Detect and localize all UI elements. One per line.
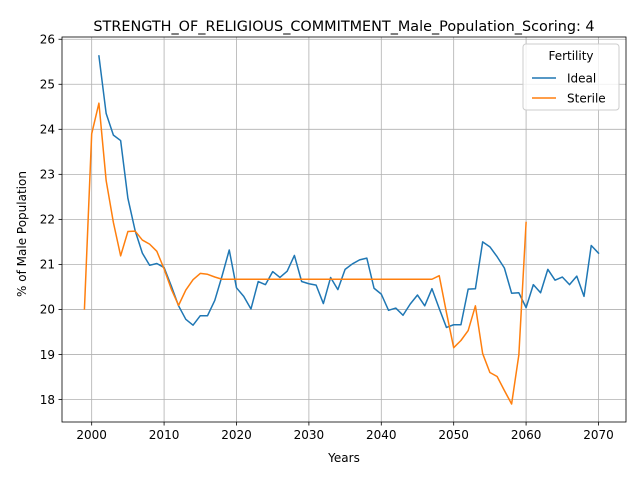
y-tick-label: 26: [40, 33, 55, 47]
y-tick-label: 25: [40, 78, 55, 92]
y-axis-label: % of Male Population: [15, 171, 29, 297]
x-tick-label: 2030: [294, 428, 325, 442]
y-tick-label: 23: [40, 168, 55, 182]
x-tick-label: 2050: [438, 428, 469, 442]
x-tick-label: 2040: [366, 428, 397, 442]
x-tick-label: 2000: [76, 428, 107, 442]
y-tick-label: 19: [40, 348, 55, 362]
legend-box: [522, 43, 620, 111]
y-tick-label: 20: [40, 303, 55, 317]
chart-title: STRENGTH_OF_RELIGIOUS_COMMITMENT_Male_Po…: [93, 19, 594, 35]
y-tick-label: 22: [40, 213, 55, 227]
x-tick-label: 2020: [221, 428, 252, 442]
legend: Fertility Ideal Sterile: [522, 43, 620, 111]
y-tick-label: 21: [40, 258, 55, 272]
x-tick-label: 2010: [149, 428, 180, 442]
x-tick-label: 2070: [583, 428, 614, 442]
legend-title: Fertility: [548, 49, 593, 63]
y-tick-label: 18: [40, 393, 55, 407]
legend-label: Ideal: [567, 71, 596, 85]
x-axis-label: Years: [327, 451, 360, 465]
axes-frame: [61, 36, 627, 423]
plot-area: 2000 2010 2020 2030 2040 2050 2060 2070 18 19 20 21…: [40, 33, 627, 442]
series-line-ideal: [98, 55, 600, 329]
y-tick-label: 24: [40, 123, 55, 137]
x-tick-label: 2060: [511, 428, 542, 442]
series-line-sterile: [83, 102, 527, 405]
legend-label: Sterile: [567, 91, 606, 105]
